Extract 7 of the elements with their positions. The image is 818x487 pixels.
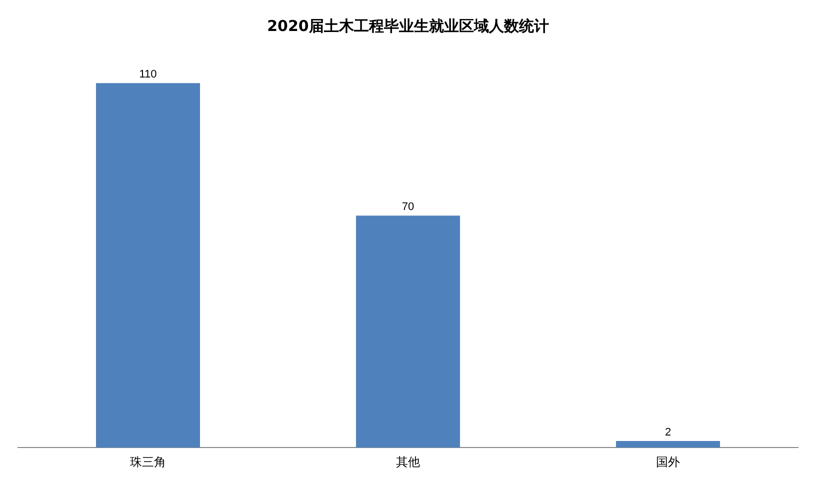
- data-label: 70: [402, 201, 414, 214]
- data-label: 110: [139, 68, 157, 81]
- x-tick-label: 珠三角: [130, 454, 166, 469]
- x-tick-label: 国外: [656, 454, 680, 469]
- data-label: 2: [664, 426, 672, 439]
- x-tick-label: 其他: [396, 454, 420, 469]
- chart-title: 2020届土木工程毕业生就业区域人数统计: [267, 16, 549, 35]
